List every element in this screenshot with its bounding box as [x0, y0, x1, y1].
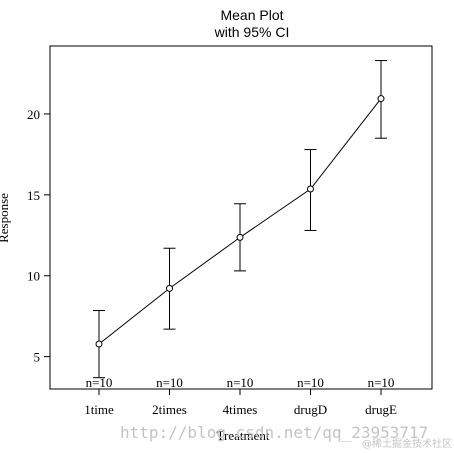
n-label: n=10 — [86, 375, 113, 390]
chart-title: Mean Plot — [220, 7, 283, 23]
x-tick-label: 4times — [223, 402, 258, 417]
plot-frame — [49, 45, 433, 390]
x-axis: 1time 2times 4times drugD drugE — [84, 389, 397, 417]
watermark-text: http://blog.csdn.net/qq_23953717 — [120, 423, 428, 442]
watermark-small-text: @稀土掘金技术社区 — [362, 437, 452, 450]
x-tick-label: 2times — [152, 402, 187, 417]
mean-point — [307, 185, 314, 193]
mean-points — [95, 95, 385, 348]
y-tick-label: 15 — [27, 188, 40, 203]
mean-point — [236, 233, 244, 241]
mean-point — [95, 340, 103, 348]
y-tick-label: 5 — [34, 350, 41, 365]
x-tick-label: 1time — [84, 402, 114, 417]
mean-point — [377, 95, 385, 103]
y-axis: 5 10 15 20 — [27, 107, 50, 365]
y-tick-label: 10 — [27, 269, 40, 284]
mean-point — [166, 284, 173, 292]
n-label: n=10 — [297, 375, 324, 390]
x-axis-label: Treatment — [217, 428, 270, 443]
ci-errorbars — [93, 60, 387, 379]
chart-subtitle: with 95% CI — [214, 24, 290, 40]
x-tick-label: drugD — [294, 402, 327, 417]
n-labels: n=10 n=10 n=10 n=10 n=10 — [86, 375, 395, 390]
y-tick-label: 20 — [27, 107, 40, 122]
x-tick-label: drugE — [365, 402, 397, 417]
n-label: n=10 — [156, 375, 183, 390]
y-axis-label: Response — [0, 193, 11, 243]
n-label: n=10 — [227, 375, 254, 390]
n-label: n=10 — [368, 375, 395, 390]
